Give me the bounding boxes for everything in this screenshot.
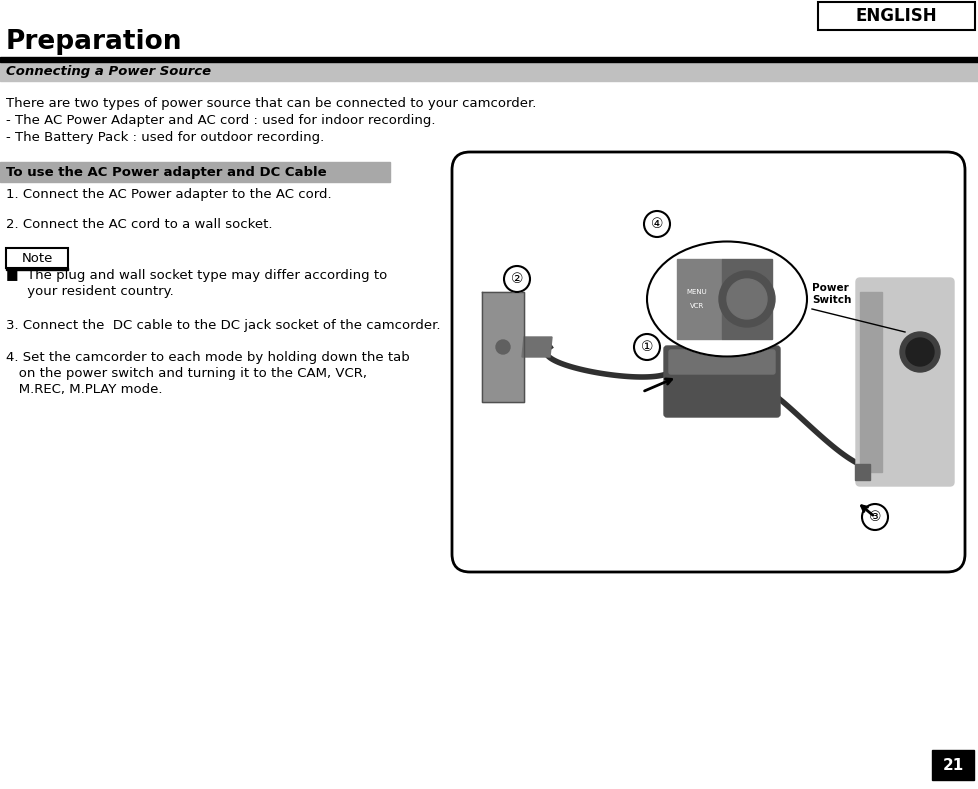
- Text: ■  The plug and wall socket type may differ according to: ■ The plug and wall socket type may diff…: [6, 268, 387, 282]
- Circle shape: [504, 266, 529, 292]
- Text: 3. Connect the  DC cable to the DC jack socket of the camcorder.: 3. Connect the DC cable to the DC jack s…: [6, 319, 440, 331]
- Bar: [0, 61, 978, 81]
- Text: on the power switch and turning it to the CAM, VCR,: on the power switch and turning it to th…: [6, 367, 367, 380]
- Polygon shape: [521, 337, 552, 357]
- FancyBboxPatch shape: [6, 248, 67, 268]
- Text: ①: ①: [640, 340, 652, 354]
- Text: ③: ③: [867, 510, 880, 524]
- Text: 4. Set the camcorder to each mode by holding down the tab: 4. Set the camcorder to each mode by hol…: [6, 350, 410, 364]
- Bar: [677, 259, 721, 339]
- Text: your resident country.: your resident country.: [6, 285, 173, 297]
- Circle shape: [727, 279, 766, 319]
- Bar: [721, 259, 772, 339]
- FancyBboxPatch shape: [668, 350, 775, 374]
- Text: Power
Switch: Power Switch: [811, 283, 851, 305]
- Text: 1. Connect the AC Power adapter to the AC cord.: 1. Connect the AC Power adapter to the A…: [6, 188, 332, 200]
- Text: 2. Connect the AC cord to a wall socket.: 2. Connect the AC cord to a wall socket.: [6, 218, 272, 230]
- Ellipse shape: [905, 338, 933, 366]
- Bar: [0, 57, 978, 62]
- Bar: [6, 268, 67, 270]
- Bar: [0, 162, 389, 182]
- Text: M.REC, M.PLAY mode.: M.REC, M.PLAY mode.: [6, 383, 162, 395]
- FancyBboxPatch shape: [931, 750, 973, 780]
- Text: - The AC Power Adapter and AC cord : used for indoor recording.: - The AC Power Adapter and AC cord : use…: [6, 114, 435, 126]
- Circle shape: [861, 504, 887, 530]
- FancyBboxPatch shape: [452, 152, 964, 572]
- Text: To use the AC Power adapter and DC Cable: To use the AC Power adapter and DC Cable: [6, 166, 327, 178]
- Ellipse shape: [899, 332, 939, 372]
- FancyBboxPatch shape: [818, 2, 974, 30]
- Circle shape: [644, 211, 669, 237]
- Text: MENU

VCR: MENU VCR: [686, 289, 707, 309]
- Text: Preparation: Preparation: [6, 29, 182, 55]
- Ellipse shape: [496, 340, 510, 354]
- Text: - The Battery Pack : used for outdoor recording.: - The Battery Pack : used for outdoor re…: [6, 130, 324, 144]
- Ellipse shape: [646, 241, 806, 357]
- Bar: [859, 292, 881, 472]
- FancyBboxPatch shape: [663, 346, 779, 417]
- Text: Note: Note: [22, 252, 53, 264]
- Circle shape: [634, 334, 659, 360]
- Circle shape: [718, 271, 775, 327]
- Bar: [854, 464, 869, 480]
- Text: ④: ④: [650, 217, 662, 231]
- Text: ENGLISH: ENGLISH: [855, 7, 936, 25]
- FancyBboxPatch shape: [855, 278, 953, 486]
- Text: Connecting a Power Source: Connecting a Power Source: [6, 65, 211, 77]
- Text: There are two types of power source that can be connected to your camcorder.: There are two types of power source that…: [6, 96, 536, 110]
- Text: 21: 21: [942, 757, 962, 772]
- Text: ②: ②: [511, 272, 522, 286]
- Polygon shape: [481, 292, 523, 402]
